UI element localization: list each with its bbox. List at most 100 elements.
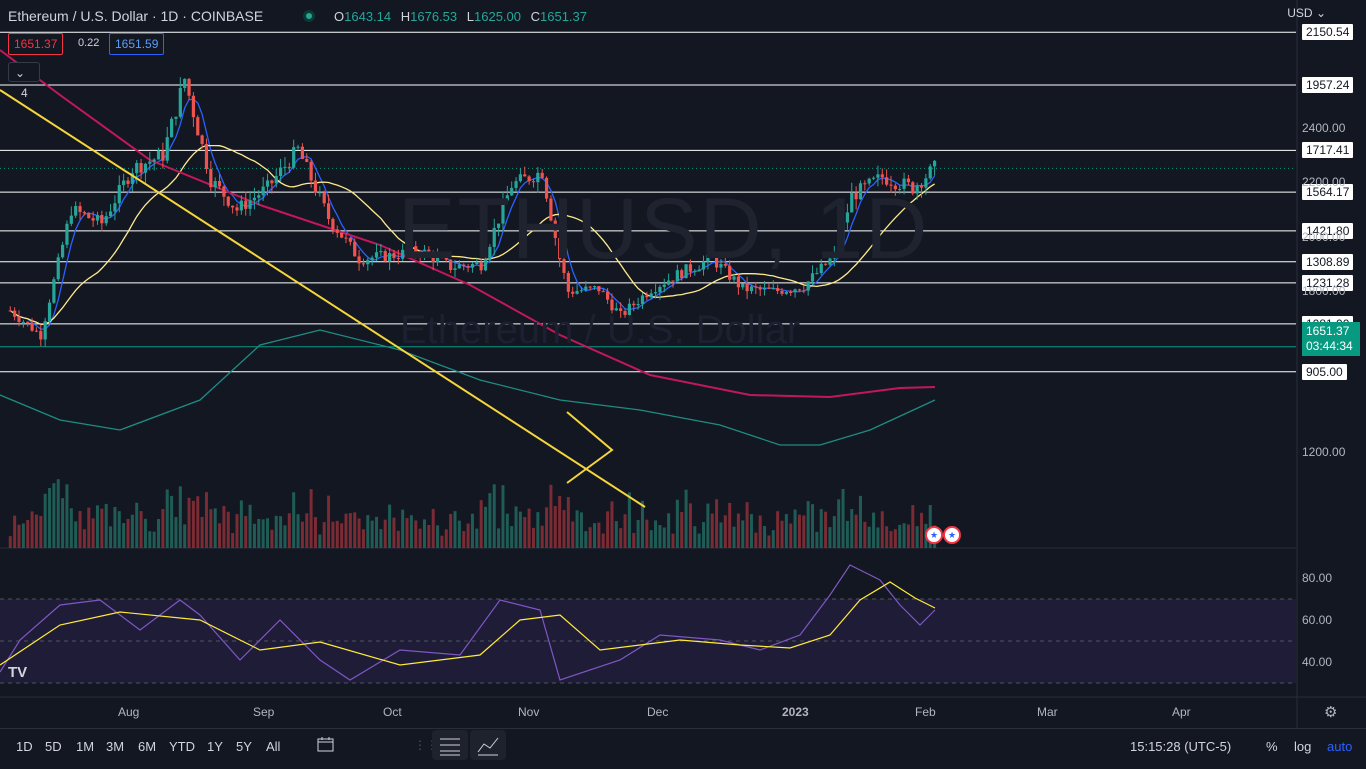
volume-bar <box>736 513 740 548</box>
timeframe-button-6m[interactable]: 6M <box>138 739 157 754</box>
candle-body <box>540 172 544 178</box>
candle-body <box>466 266 470 268</box>
auto-scale-toggle[interactable]: auto <box>1327 739 1353 754</box>
settings-gear-icon[interactable]: ⚙ <box>1324 704 1338 721</box>
tradingview-logo[interactable]: TV <box>8 664 28 681</box>
timeframe-button-5d[interactable]: 5D <box>45 739 62 754</box>
candle-body <box>95 214 100 221</box>
indicator-template-icon[interactable] <box>470 730 506 760</box>
clock-timezone[interactable]: 15:15:28 (UTC-5) <box>1130 739 1232 754</box>
volume-bar <box>606 511 610 548</box>
volume-bar <box>723 515 727 548</box>
volume-bar <box>113 507 117 548</box>
candle-body <box>871 177 876 179</box>
candle-body <box>715 256 719 268</box>
sell-button[interactable]: 1651.37 <box>8 33 64 55</box>
candle-body <box>640 295 645 305</box>
candle-body <box>61 244 65 258</box>
volume-bar <box>688 503 692 548</box>
candle-body <box>536 172 540 183</box>
volume-bar <box>462 531 466 548</box>
currency-select[interactable]: USD ⌄ <box>1287 6 1326 20</box>
volume-bar <box>187 497 191 548</box>
candle-body <box>17 316 21 322</box>
volume-bar <box>654 520 658 548</box>
volume-bar <box>143 518 147 548</box>
volume-bar <box>418 528 422 548</box>
candle-body <box>104 216 108 224</box>
level-price-label: 1308.89 <box>1302 253 1354 270</box>
volume-bar <box>832 516 836 548</box>
time-tick-label: Nov <box>518 705 540 719</box>
level-price-label: 1421.80 <box>1302 222 1354 239</box>
volume-bar <box>274 515 278 548</box>
volume-bar <box>231 533 235 548</box>
volume-bar <box>588 527 592 548</box>
bottom-toolbar <box>0 728 1366 769</box>
candle-body <box>627 303 631 315</box>
volume-bar <box>61 498 65 548</box>
volume-bar <box>627 492 631 548</box>
volume-bar <box>915 526 919 548</box>
candle-body <box>623 310 627 315</box>
candle-body <box>357 256 361 264</box>
moving-average-line <box>0 49 936 399</box>
volume-bar <box>213 508 217 548</box>
timeframe-button-1m[interactable]: 1M <box>76 739 95 754</box>
bar-countdown: 03:44:34 <box>1306 339 1353 353</box>
date-range-calendar-icon[interactable] <box>316 736 336 752</box>
volume-bar <box>623 514 627 548</box>
candle-body <box>876 174 880 178</box>
buy-button[interactable]: 1651.59 <box>109 33 165 55</box>
timeframe-button-all[interactable]: All <box>266 739 281 754</box>
volume-bar <box>684 489 688 548</box>
us-flag-event-icon[interactable]: ★ <box>925 526 943 544</box>
volume-bar <box>854 514 858 548</box>
volume-bar <box>165 489 169 548</box>
volume-bar <box>405 518 409 548</box>
candle-body <box>361 263 366 265</box>
candle-body <box>396 258 400 260</box>
candle-body <box>863 183 867 185</box>
candle-body <box>688 264 693 272</box>
candle-body <box>47 302 52 322</box>
volume-bar <box>793 509 797 548</box>
us-flag-event-icon[interactable]: ★ <box>943 526 961 544</box>
indicators-toggle[interactable]: ⌄ 4 <box>8 62 40 100</box>
timeframe-button-3m[interactable]: 3M <box>106 739 125 754</box>
volume-bar <box>39 515 43 548</box>
percent-scale-toggle[interactable]: % <box>1266 739 1278 754</box>
volume-bar <box>885 526 889 548</box>
timeframe-button-1y[interactable]: 1Y <box>207 739 223 754</box>
time-tick-label: Dec <box>647 705 669 719</box>
volume-bar <box>117 511 121 548</box>
volume-bar <box>239 500 243 548</box>
candle-body <box>196 117 200 136</box>
volume-bar <box>784 514 788 548</box>
candle-body <box>832 252 836 259</box>
symbol-title[interactable]: Ethereum / U.S. Dollar · 1D · COINBASE <box>8 8 264 24</box>
name-watermark: Ethereum / U.S. Dollar <box>400 308 801 352</box>
candle-body <box>335 229 339 233</box>
timeframe-button-ytd[interactable]: YTD <box>169 739 195 754</box>
volume-bar <box>758 515 762 548</box>
candle-body <box>850 192 854 213</box>
volume-bar <box>161 509 165 548</box>
chart-canvas[interactable] <box>0 0 1366 728</box>
candle-body <box>126 180 130 184</box>
timeframe-button-1d[interactable]: 1D <box>16 739 33 754</box>
compare-lines-icon[interactable] <box>432 730 468 760</box>
volume-bar <box>388 504 392 548</box>
volume-bar <box>74 521 78 548</box>
volume-bar <box>139 511 143 548</box>
log-scale-toggle[interactable]: log <box>1294 739 1312 754</box>
candle-body <box>479 262 483 271</box>
timeframe-button-5y[interactable]: 5Y <box>236 739 252 754</box>
volume-bar <box>549 484 553 548</box>
candle-body <box>649 293 653 298</box>
candle-body <box>122 180 126 186</box>
volume-bar <box>52 483 56 548</box>
volume-bar <box>87 507 91 548</box>
candle-body <box>645 295 649 298</box>
volume-bar <box>841 488 845 548</box>
